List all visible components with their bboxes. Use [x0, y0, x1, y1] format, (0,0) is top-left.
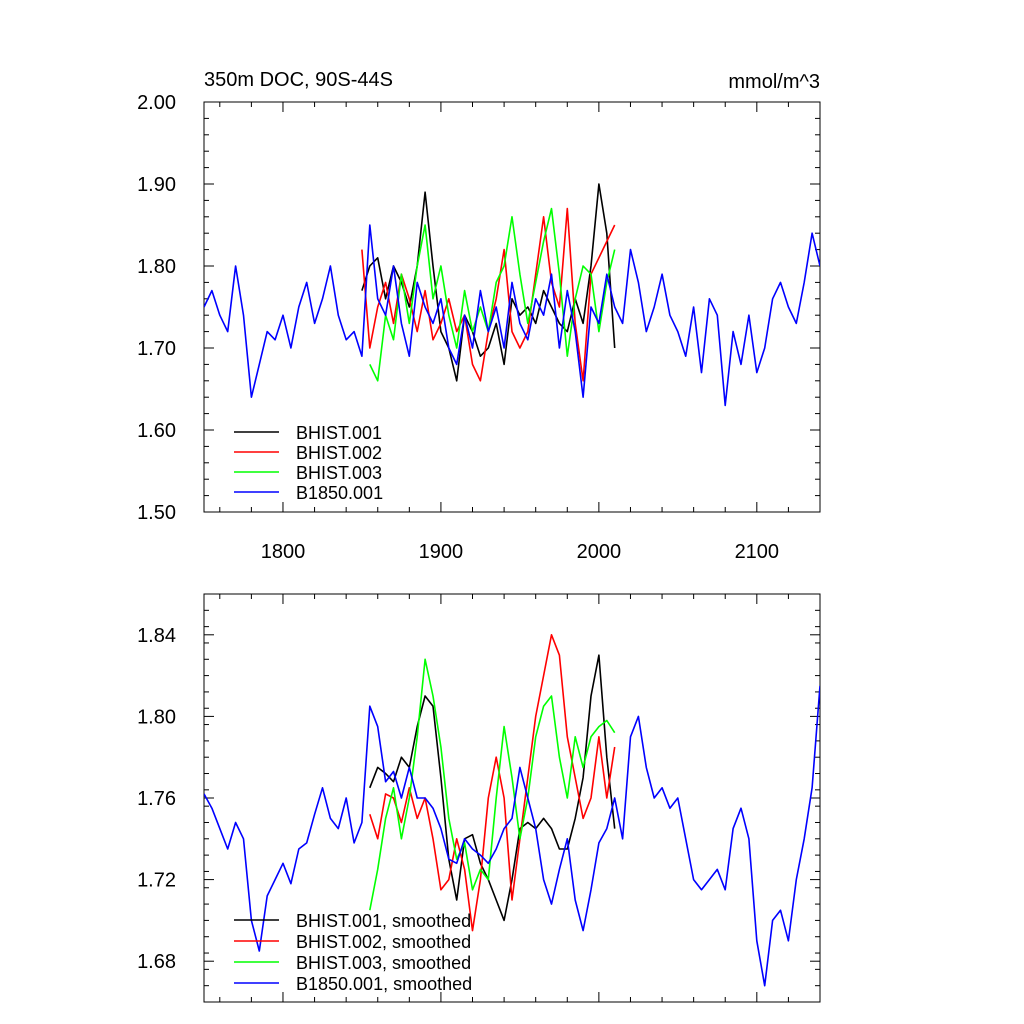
series-line-bhist-003 — [369, 207, 616, 382]
legend-label: B1850.001 — [296, 483, 383, 503]
series-line-bhist-001-smoothed — [369, 654, 616, 922]
x-tick-label: 1800 — [261, 541, 306, 563]
y-tick-label: 1.60 — [137, 420, 176, 442]
legend-label: BHIST.001 — [296, 423, 382, 443]
y-tick-label: 1.80 — [137, 256, 176, 278]
top-axes: 1800 1900 2000 2100 1.50 1.60 1.70 1.80 1.90 2.00 — [137, 92, 821, 563]
y-tick-label: 2.00 — [137, 92, 176, 114]
legend-label: BHIST.002, smoothed — [296, 932, 471, 952]
legend-label: BHIST.003, smoothed — [296, 953, 471, 973]
y-tick-label: 1.50 — [137, 502, 176, 524]
y-tick-label: 1.68 — [137, 951, 176, 973]
y-tick-label: 1.70 — [137, 338, 176, 360]
legend-label: BHIST.003 — [296, 463, 382, 483]
bottom-chart: 1.68 1.72 1.76 1.80 1.84 BHIST.001, smoothed… — [137, 593, 821, 1003]
series-line-bhist-002-smoothed — [369, 633, 616, 932]
legend-label: B1850.001, smoothed — [296, 974, 472, 994]
y-tick-label: 1.80 — [137, 706, 176, 728]
bottom-axes: 1.68 1.72 1.76 1.80 1.84 — [137, 593, 821, 1003]
x-tick-label: 2000 — [577, 541, 622, 563]
top-series-lines — [204, 183, 820, 407]
y-tick-label: 1.72 — [137, 870, 176, 892]
legend-label: BHIST.002 — [296, 443, 382, 463]
x-tick-label: 1900 — [419, 541, 464, 563]
y-tick-label: 1.84 — [137, 625, 176, 647]
top-chart: 350m DOC, 90S-44S mmol/m^3 1800 1900 2000 2… — [137, 69, 821, 563]
units-label: mmol/m^3 — [728, 71, 820, 93]
y-tick-label: 1.76 — [137, 788, 176, 810]
series-line-b1850-001 — [204, 224, 820, 407]
legend-label: BHIST.001, smoothed — [296, 911, 471, 931]
series-line-bhist-003-smoothed — [369, 658, 616, 911]
bottom-series-lines — [204, 633, 820, 987]
x-tick-label: 2100 — [735, 541, 780, 563]
y-tick-label: 1.90 — [137, 174, 176, 196]
series-line-b1850-001-smoothed — [204, 685, 820, 987]
chart-title: 350m DOC, 90S-44S — [204, 69, 393, 91]
